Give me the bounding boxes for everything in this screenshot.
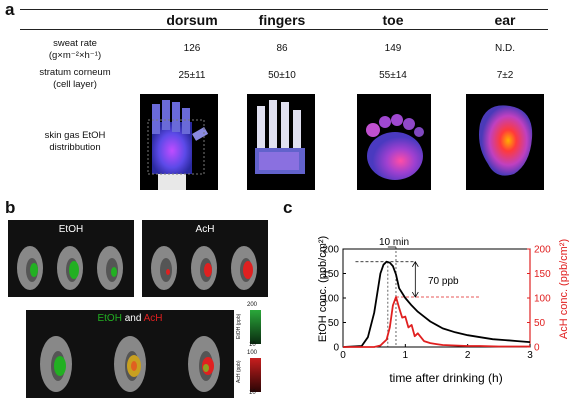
cell-stratum-fingers: 50±10 <box>268 70 296 81</box>
ach-scale-max: 100 <box>247 350 258 356</box>
cell-stratum-ear: 7±2 <box>496 70 514 81</box>
annotation-time-gap: 10 min <box>379 237 409 248</box>
fingers-skin-gas-image <box>247 94 315 190</box>
row-label-line: skin gas EtOH <box>44 130 106 141</box>
y-tick-label-right: 0 <box>534 343 540 354</box>
annotation-conc-gap: 70 ppb <box>428 276 459 287</box>
column-header-toe: toe <box>382 12 404 28</box>
row-label-skin-gas: skin gas EtOH distribbution <box>10 130 140 154</box>
panel-label-b: b <box>5 198 16 217</box>
cell-sweat-toe: 149 <box>384 43 402 54</box>
plot-frame <box>342 248 531 348</box>
combined-ear-panel: EtOH and AcH <box>26 310 234 398</box>
y-tick-label-left: 0 <box>333 343 339 354</box>
column-header-dorsum: dorsum <box>166 12 218 28</box>
conc-arrow-head-bottom <box>411 291 419 298</box>
conc-arrow-head-top <box>411 260 419 267</box>
y-axis-label-right: AcH conc. (ppb/cm²) <box>558 239 569 339</box>
panel-label-c: c <box>283 198 293 217</box>
y-tick-label-right: 200 <box>534 245 551 256</box>
etoh-scale-max: 200 <box>247 302 258 308</box>
combined-panel-title: EtOH and AcH <box>26 313 234 324</box>
row-label-line: stratum corneum <box>39 67 111 78</box>
x-tick-label: 1 <box>403 350 409 361</box>
y-tick-label-right: 100 <box>534 294 551 305</box>
etoh-scale-min: 10 <box>249 342 256 348</box>
toe-skin-gas-image <box>357 94 431 190</box>
row-label-unit: (g×m⁻²×h⁻¹) <box>48 50 102 61</box>
row-label-line: distribbution <box>49 142 101 153</box>
x-tick-label: 3 <box>527 350 533 361</box>
row-label-stratum-corneum: stratum corneum (cell layer) <box>10 67 140 91</box>
y-tick-label-left: 200 <box>322 245 339 256</box>
combined-title-etoh: EtOH <box>97 313 122 324</box>
y-tick-label-right: 150 <box>534 269 551 280</box>
series-line-etoh <box>342 260 531 348</box>
row-label-line: sweat rate <box>53 38 97 49</box>
table-top-rule <box>20 9 548 10</box>
row-label-sweat-rate: sweat rate (g×m⁻²×h⁻¹) <box>10 38 140 62</box>
series-line-ach <box>343 296 530 348</box>
ach-ear-panel: AcH <box>142 220 268 297</box>
row-label-unit: (cell layer) <box>53 79 97 90</box>
table-header-rule <box>20 29 548 30</box>
cell-sweat-dorsum: 126 <box>183 43 201 54</box>
dorsum-skin-gas-image <box>140 94 218 190</box>
panel-label-a: a <box>5 0 15 19</box>
x-tick-label: 0 <box>340 350 346 361</box>
cell-stratum-dorsum: 25±11 <box>178 70 206 81</box>
ach-scale-min: 10 <box>249 390 256 396</box>
y-tick-label-left: 100 <box>322 294 339 305</box>
y-tick-label-left: 50 <box>328 318 340 329</box>
y-tick-label-left: 150 <box>322 269 339 280</box>
x-axis-label: time after drinking (h) <box>389 371 502 385</box>
etoh-ear-panel: EtOH <box>8 220 134 297</box>
cell-sweat-fingers: 86 <box>276 43 288 54</box>
y-tick-label-right: 50 <box>534 318 546 329</box>
ach-color-scale <box>250 358 261 392</box>
etoh-panel-title: EtOH <box>58 224 84 235</box>
column-header-fingers: fingers <box>258 12 306 28</box>
column-header-ear: ear <box>494 12 516 28</box>
cell-stratum-toe: 55±14 <box>379 70 407 81</box>
ear-skin-gas-image <box>466 94 544 190</box>
combined-title-and: and <box>121 313 144 324</box>
y-axis-label-left: EtOH conc. (ppb/cm²) <box>317 236 329 342</box>
cell-sweat-ear: N.D. <box>495 43 515 54</box>
x-tick-label: 2 <box>465 350 471 361</box>
etoh-color-scale <box>250 310 261 344</box>
ach-panel-title: AcH <box>195 224 215 235</box>
combined-title-ach: AcH <box>143 313 163 324</box>
